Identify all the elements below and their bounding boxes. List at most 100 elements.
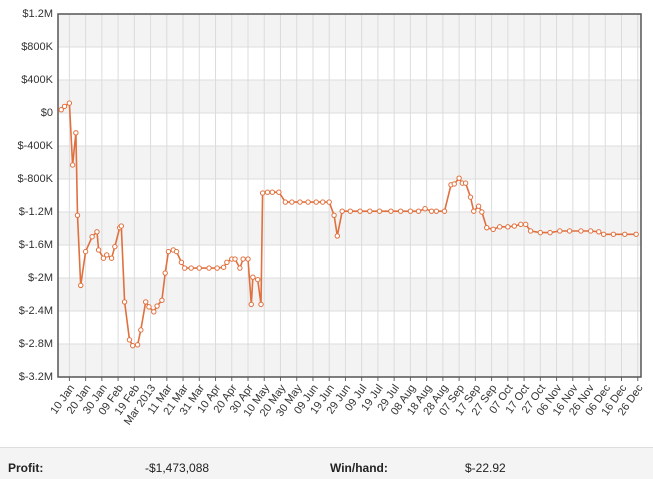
marker <box>527 228 534 234</box>
marker <box>259 190 266 196</box>
marker <box>367 208 373 214</box>
marker <box>456 175 462 181</box>
marker <box>479 209 485 215</box>
marker <box>537 229 544 236</box>
marker <box>397 208 404 214</box>
marker <box>407 208 414 214</box>
stat-label: Profit: <box>8 461 44 475</box>
grid-band <box>58 344 641 377</box>
grid-band <box>58 212 641 245</box>
marker <box>151 309 157 315</box>
marker <box>258 301 264 308</box>
marker <box>112 243 118 250</box>
y-tick-label: $800K <box>21 41 53 53</box>
marker <box>58 107 64 113</box>
stat-label: Win/hand: <box>330 461 388 475</box>
marker <box>232 256 238 262</box>
marker <box>289 199 295 205</box>
marker <box>320 199 326 205</box>
grid-band <box>58 80 641 113</box>
y-tick-label: $-2.4M <box>19 305 53 317</box>
marker <box>108 255 115 261</box>
marker <box>578 228 584 234</box>
grid-band <box>58 14 641 47</box>
marker <box>326 199 332 205</box>
marker <box>255 276 261 283</box>
marker <box>104 252 110 258</box>
marker <box>566 228 573 234</box>
marker <box>95 247 102 253</box>
marker <box>484 224 490 231</box>
marker <box>331 212 337 219</box>
marker <box>181 265 188 271</box>
grid-band <box>58 146 641 179</box>
marker <box>146 304 152 310</box>
marker <box>69 162 76 168</box>
y-tick-label: $-2M <box>28 272 53 284</box>
marker <box>471 208 477 214</box>
marker <box>415 208 422 214</box>
marker <box>165 248 172 255</box>
y-tick-label: $400K <box>21 74 53 86</box>
marker <box>130 342 136 349</box>
marker <box>600 231 607 237</box>
marker <box>214 265 220 271</box>
marker <box>154 303 160 309</box>
marker <box>118 223 125 229</box>
marker <box>159 297 165 303</box>
marker <box>547 229 553 236</box>
plot-border <box>57 13 642 378</box>
marker <box>173 248 180 255</box>
marker <box>282 199 289 205</box>
y-tick-label: $1.2M <box>22 8 53 20</box>
marker <box>134 342 141 348</box>
y-tick-label: $-2.8M <box>19 338 53 350</box>
marker <box>188 265 194 271</box>
marker <box>313 199 319 205</box>
marker <box>178 259 185 266</box>
marker <box>142 299 149 305</box>
marker <box>441 208 448 214</box>
marker <box>94 229 100 235</box>
marker <box>334 233 341 239</box>
marker <box>522 221 529 228</box>
marker <box>297 199 303 205</box>
marker <box>89 234 95 240</box>
y-tick-label: $-1.2M <box>19 206 53 218</box>
marker <box>505 224 511 230</box>
marker <box>121 299 128 305</box>
marker <box>376 208 383 214</box>
marker <box>126 337 133 343</box>
stats-bar: Profit: -$1,473,088 Win/hand: $-22.92 <box>0 447 653 479</box>
marker <box>78 282 84 289</box>
marker <box>61 103 68 110</box>
marker <box>264 189 271 195</box>
marker <box>462 180 469 186</box>
marker <box>224 259 230 266</box>
marker <box>73 130 79 136</box>
marker <box>339 208 345 214</box>
y-tick-label: $-800K <box>18 173 54 185</box>
marker <box>138 327 144 333</box>
marker <box>497 224 503 230</box>
marker <box>237 265 243 271</box>
marker <box>250 274 256 280</box>
marker <box>245 256 251 262</box>
marker <box>82 248 89 255</box>
marker <box>100 255 107 261</box>
marker <box>633 231 639 237</box>
marker <box>511 223 518 229</box>
marker <box>433 208 440 214</box>
marker <box>428 208 435 214</box>
marker <box>162 270 168 276</box>
y-tick-label: $0 <box>41 107 53 119</box>
marker <box>248 301 254 308</box>
marker <box>220 264 227 270</box>
marker <box>596 229 602 235</box>
marker <box>347 208 354 214</box>
marker <box>557 228 563 234</box>
marker <box>388 208 394 214</box>
marker <box>240 256 246 262</box>
y-tick-label: $-400K <box>18 140 54 152</box>
